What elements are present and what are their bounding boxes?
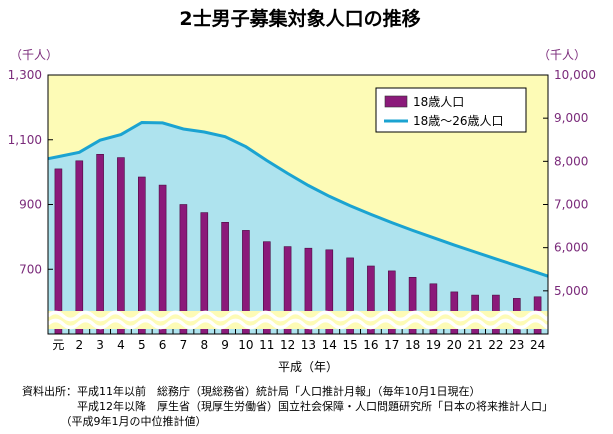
left-tick-label: 1,300 [8, 68, 42, 82]
bar-5 [138, 176, 146, 335]
bar-元 [54, 168, 63, 335]
left-tick-label: 1,100 [8, 133, 42, 147]
x-tick-label: 14 [322, 338, 337, 352]
left-tick-label: 700 [19, 262, 42, 276]
right-tick-label: 6,000 [554, 241, 588, 255]
x-tick-label: 15 [342, 338, 357, 352]
x-tick-label: 11 [259, 338, 274, 352]
right-tick-label: 5,000 [554, 284, 588, 298]
bar-3 [96, 154, 104, 335]
area-fill-18-26 [48, 122, 548, 334]
x-tick-label: 20 [447, 338, 462, 352]
legend-box [375, 87, 527, 133]
bar-2 [75, 160, 84, 335]
x-tick-label: 5 [138, 338, 146, 352]
right-tick-label: 9,000 [554, 111, 588, 125]
x-tick-label: 24 [530, 338, 545, 352]
x-tick-label: 22 [488, 338, 503, 352]
axis-break-wave-top [46, 310, 551, 322]
x-tick-label: 9 [221, 338, 229, 352]
x-tick-label: 3 [96, 338, 104, 352]
legend-swatch-bars [384, 95, 408, 108]
x-tick-label: 6 [159, 338, 167, 352]
x-tick-label: 8 [200, 338, 208, 352]
left-tick-label: 900 [19, 198, 42, 212]
legend-label-bars: 18歳人口 [413, 95, 464, 109]
x-tick-label: 18 [405, 338, 420, 352]
x-tick-label: 12 [280, 338, 295, 352]
legend-label-line: 18歳～26歳人口 [413, 114, 504, 128]
legend: 18歳人口 18歳～26歳人口 [375, 87, 527, 133]
x-tick-label: 4 [117, 338, 125, 352]
source-line-3: （平成9年1月の中位推計値） [22, 415, 207, 428]
line-18-26 [47, 120, 549, 278]
right-tick-label: 10,000 [554, 68, 596, 82]
x-tick-label: 19 [426, 338, 441, 352]
source-line-2: 平成12年以降 厚生省（現厚生労働省）国立社会保障・人口問題研究所「日本の将来推… [22, 400, 553, 413]
x-axis-label: 平成（年） [278, 360, 338, 374]
right-tick-label: 8,000 [554, 154, 588, 168]
chart-title: 2士男子募集対象人口の推移 [179, 7, 420, 30]
x-tick-label: 13 [301, 338, 316, 352]
right-axis-unit: （千人） [538, 48, 586, 62]
x-tick-label: 21 [467, 338, 482, 352]
x-tick-label: 16 [363, 338, 378, 352]
x-tick-label: 元 [52, 338, 64, 352]
x-tick-label: 2 [75, 338, 83, 352]
x-tick-label: 7 [180, 338, 188, 352]
x-tick-label: 10 [238, 338, 253, 352]
right-tick-label: 7,000 [554, 198, 588, 212]
x-tick-label: 17 [384, 338, 399, 352]
bar-4 [117, 157, 125, 335]
left-axis-unit: （千人） [10, 48, 58, 62]
x-tick-label: 23 [509, 338, 524, 352]
axis-break-wave-bottom [46, 318, 551, 330]
source-line-1: 資料出所：平成11年以前 総務庁（現総務省）統計局「人口推計月報」（毎年10月1… [22, 385, 481, 398]
